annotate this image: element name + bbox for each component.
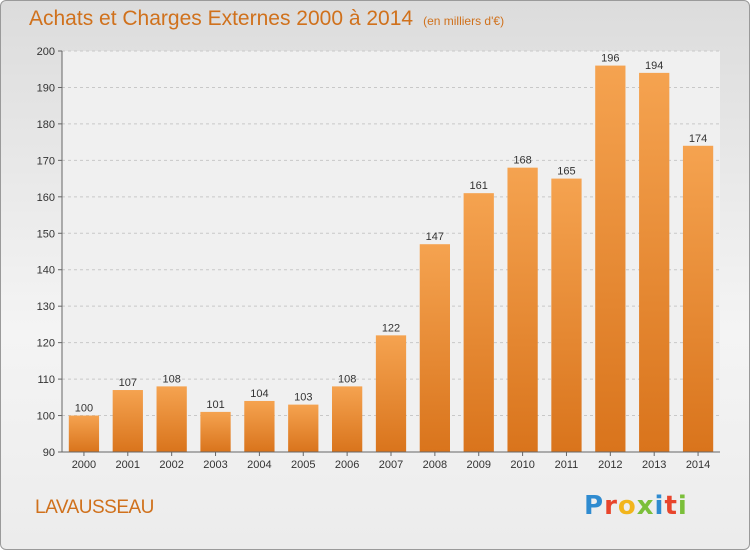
bar-2007 — [375, 335, 407, 452]
x-tick-label-2003: 2003 — [203, 459, 227, 471]
bar-2003 — [200, 411, 231, 452]
logo-letter: r — [604, 491, 618, 521]
proxiti-logo: Proxiti — [584, 491, 688, 521]
y-tick-label: 180 — [37, 119, 55, 131]
x-tick-label-2011: 2011 — [555, 459, 579, 471]
bar-2008 — [419, 244, 451, 452]
value-label-2010: 168 — [513, 155, 531, 167]
x-tick-label-2001: 2001 — [116, 459, 140, 471]
bar-2000 — [68, 415, 100, 452]
bar-2013 — [639, 72, 670, 452]
value-label-2004: 104 — [250, 388, 268, 400]
value-label-2013: 194 — [645, 60, 663, 72]
bar-2010 — [507, 167, 538, 452]
y-tick-label: 160 — [37, 192, 55, 204]
logo-letter: i — [654, 491, 665, 521]
value-label-2007: 122 — [382, 322, 400, 334]
value-label-2001: 107 — [119, 377, 137, 389]
value-label-2003: 101 — [206, 399, 224, 411]
y-tick-label: 100 — [37, 411, 55, 423]
bar-2004 — [244, 400, 275, 452]
bar-2012 — [595, 65, 626, 452]
logo-letter: i — [677, 491, 688, 521]
x-tick-label-2009: 2009 — [466, 459, 490, 471]
bar-2005 — [288, 404, 319, 452]
value-label-2005: 103 — [294, 392, 312, 404]
x-tick-label-2012: 2012 — [598, 459, 622, 471]
bar-2001 — [112, 390, 143, 452]
y-tick-label: 90 — [43, 447, 55, 459]
logo-letter: P — [584, 491, 605, 521]
y-tick-label: 120 — [37, 338, 55, 350]
value-label-2008: 147 — [426, 231, 444, 243]
logo-letter: o — [617, 491, 637, 521]
y-tick-label: 150 — [37, 228, 55, 240]
bar-2014 — [682, 145, 714, 453]
x-tick-label-2004: 2004 — [247, 459, 271, 471]
value-label-2014: 174 — [689, 133, 707, 145]
bar-2009 — [463, 193, 494, 452]
logo-letter: x — [636, 491, 655, 521]
x-tick-label-2008: 2008 — [423, 459, 447, 471]
x-tick-label-2014: 2014 — [686, 459, 710, 471]
value-label-2000: 100 — [75, 403, 93, 415]
bar-2002 — [156, 386, 187, 452]
bar-2011 — [551, 178, 582, 452]
value-label-2012: 196 — [601, 53, 619, 65]
x-tick-label-2002: 2002 — [159, 459, 183, 471]
y-tick-label: 200 — [37, 46, 55, 58]
chart-title: Achats et Charges Externes 2000 à 2014 (e… — [29, 7, 504, 31]
bar-2006 — [331, 386, 363, 452]
x-tick-label-2007: 2007 — [379, 459, 403, 471]
y-tick-label: 110 — [37, 374, 55, 386]
x-tick-label-2010: 2010 — [510, 459, 534, 471]
x-tick-label-2005: 2005 — [291, 459, 315, 471]
x-tick-label-2000: 2000 — [72, 459, 96, 471]
y-tick-label: 170 — [37, 155, 55, 167]
value-label-2009: 161 — [470, 180, 488, 192]
y-tick-label: 140 — [37, 265, 55, 277]
x-tick-label-2013: 2013 — [642, 459, 666, 471]
logo-letter: t — [664, 491, 678, 521]
y-tick-label: 130 — [37, 301, 55, 313]
value-label-2002: 108 — [162, 373, 180, 385]
y-tick-label: 190 — [37, 82, 55, 94]
x-tick-label-2006: 2006 — [335, 459, 359, 471]
value-label-2011: 165 — [557, 166, 575, 178]
title-text: Achats et Charges Externes 2000 à 2014 — [29, 7, 414, 30]
commune-name: LAVAUSSEAU — [35, 497, 154, 518]
value-label-2006: 108 — [338, 373, 356, 385]
chart-subtitle: (en milliers d'€) — [423, 14, 505, 28]
